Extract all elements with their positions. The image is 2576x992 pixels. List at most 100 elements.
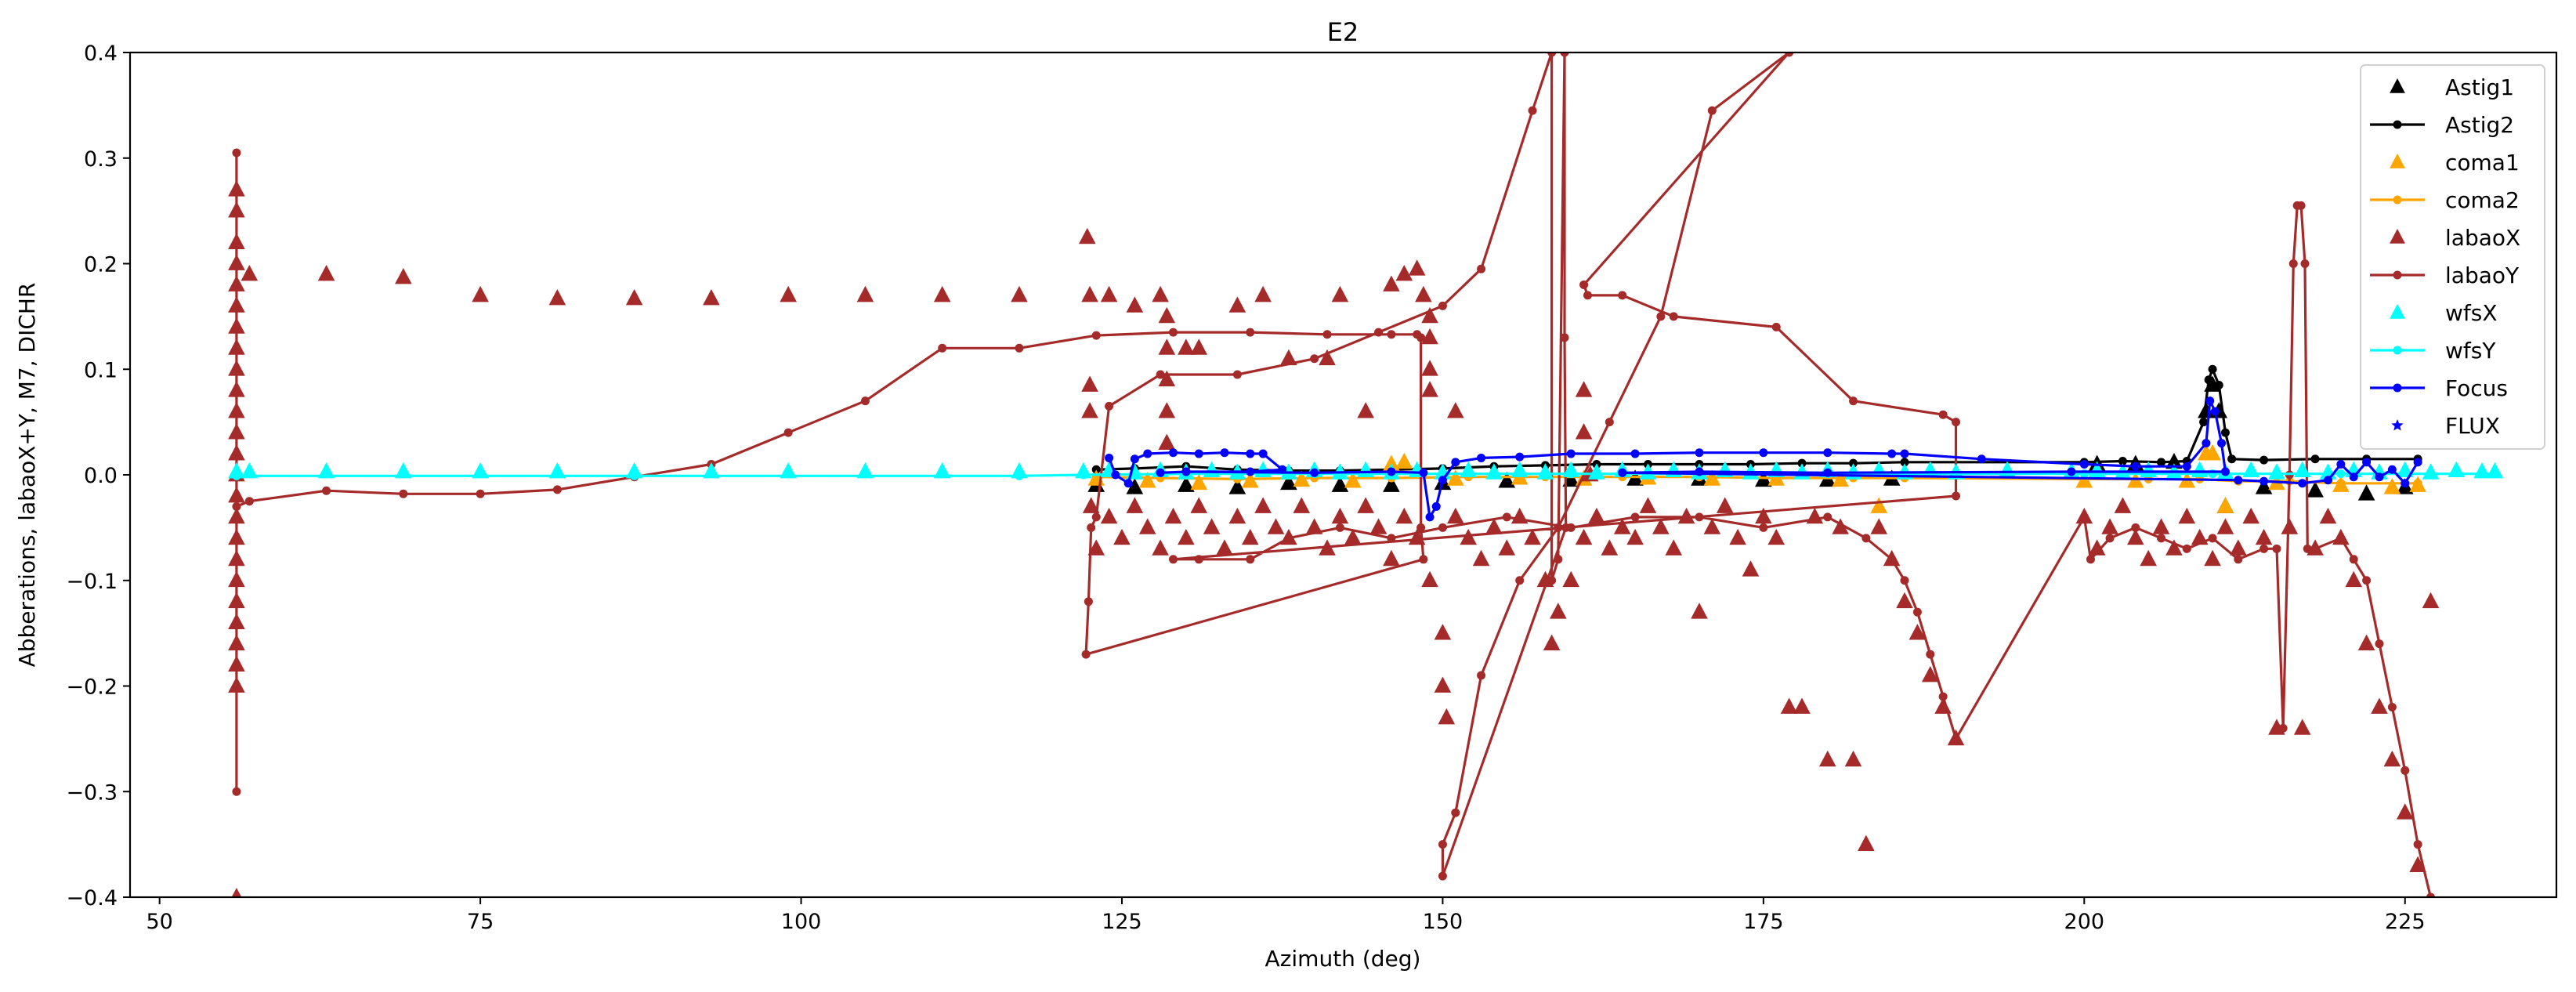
x-tick-label: 175 xyxy=(1743,910,1784,934)
labaox-point xyxy=(1844,750,1862,767)
focus-point xyxy=(1156,468,1165,477)
labaoy-point xyxy=(1416,523,1426,532)
labaoy-point xyxy=(244,497,254,506)
labaoy-point xyxy=(2303,544,2312,553)
labaox-point xyxy=(703,288,720,306)
wfsx-point xyxy=(1011,462,1028,479)
labaox-point xyxy=(1677,507,1695,524)
labaox-point xyxy=(2357,634,2375,650)
focus-point xyxy=(2323,476,2332,485)
x-tick-label: 225 xyxy=(2385,910,2426,934)
focus-point xyxy=(1566,449,1576,458)
wfsx-point xyxy=(472,462,489,479)
labaox-point xyxy=(1331,507,1349,524)
labaox-point xyxy=(1421,381,1438,397)
wfsy-point xyxy=(2490,469,2499,479)
legend-marker xyxy=(2391,419,2404,431)
labaox-point xyxy=(231,888,242,897)
labaoy-point xyxy=(2272,544,2281,553)
x-tick-label: 200 xyxy=(2064,910,2105,934)
legend-marker xyxy=(2393,346,2402,355)
chart-title: E2 xyxy=(1327,17,1359,47)
labaoy-point xyxy=(399,489,408,498)
astig2-point xyxy=(2310,454,2320,464)
labaox-point xyxy=(2409,856,2426,872)
labaoy-point xyxy=(232,259,241,268)
labaox-point xyxy=(1626,528,1644,545)
labaox-point xyxy=(1408,259,1426,276)
labaoy-point xyxy=(1771,322,1781,331)
labaoy-point xyxy=(232,787,241,796)
focus-point xyxy=(1900,449,1909,458)
labaoy-point xyxy=(2234,555,2243,564)
y-tick-label: 0.3 xyxy=(84,147,118,172)
labaoy-point xyxy=(1695,512,1704,522)
labaoy-point xyxy=(938,343,947,353)
labaox-point xyxy=(1081,375,1098,392)
focus-point xyxy=(2202,439,2211,448)
labaox-point xyxy=(2216,518,2234,534)
labaox-point xyxy=(2088,539,2106,556)
focus-point xyxy=(2413,458,2422,467)
labaoy-point xyxy=(1084,597,1093,606)
labaox-point xyxy=(1158,339,1176,355)
labaox-point xyxy=(1434,676,1452,693)
focus-point xyxy=(1168,448,1178,458)
legend-marker xyxy=(2393,195,2402,205)
labaoy-point xyxy=(1419,555,1428,564)
labaoy-point xyxy=(1091,331,1101,340)
focus-point xyxy=(2375,472,2384,482)
labaox-point xyxy=(625,288,643,306)
labaoy-point xyxy=(1081,650,1091,659)
labaox-point xyxy=(1780,697,1798,714)
wfsx-point xyxy=(395,462,412,479)
labaox-point xyxy=(1383,549,1400,567)
wfsx-point xyxy=(548,462,566,479)
wfsx-point xyxy=(1536,463,1554,480)
labaox-point xyxy=(1434,624,1452,640)
labaox-point xyxy=(1438,708,1456,725)
labaoy-point xyxy=(2157,534,2166,543)
labaox-point xyxy=(2281,518,2299,534)
wfsx-point xyxy=(317,462,335,479)
labaox-point xyxy=(1421,570,1438,588)
astig2-point xyxy=(2204,375,2213,385)
labaox-point xyxy=(2242,507,2260,524)
astig2-point xyxy=(2227,454,2237,464)
legend-label: FLUX xyxy=(2445,413,2500,439)
focus-point xyxy=(1258,449,1268,458)
wfsx-point xyxy=(625,462,643,479)
focus-point xyxy=(1431,501,1441,511)
labaoy-point xyxy=(1926,650,1935,659)
labaox-point xyxy=(2422,592,2440,609)
astig1-point xyxy=(2255,478,2273,494)
focus-point xyxy=(1887,449,1897,458)
series-labaoy xyxy=(232,52,2435,897)
labaox-point xyxy=(1575,423,1593,440)
labaoy-point xyxy=(1246,328,1255,337)
labaox-point xyxy=(1472,549,1490,567)
labaoy-point xyxy=(2413,840,2422,849)
focus-point xyxy=(2067,467,2076,476)
labaox-point xyxy=(241,264,259,281)
focus-point xyxy=(2362,458,2372,467)
astig1-point xyxy=(1280,473,1297,491)
labaox-point xyxy=(1113,528,1131,545)
labaoy-point xyxy=(1952,418,1961,427)
focus-point xyxy=(2131,462,2140,471)
legend-marker xyxy=(2393,383,2402,393)
labaoy-point xyxy=(2336,534,2346,543)
labaoy-point xyxy=(2296,201,2306,210)
labaox-point xyxy=(1216,539,1233,556)
labaoy-point xyxy=(1605,418,1614,427)
focus-point xyxy=(2387,465,2397,474)
astig1-point xyxy=(1383,476,1400,492)
labaoy-point xyxy=(1759,523,1768,532)
labaoy-point xyxy=(1912,607,1922,617)
focus-point xyxy=(2182,462,2191,471)
labaox-point xyxy=(1460,528,1477,545)
labaox-point xyxy=(1729,528,1746,545)
labaox-point xyxy=(1550,603,1567,619)
labaox-point xyxy=(1588,507,1605,524)
